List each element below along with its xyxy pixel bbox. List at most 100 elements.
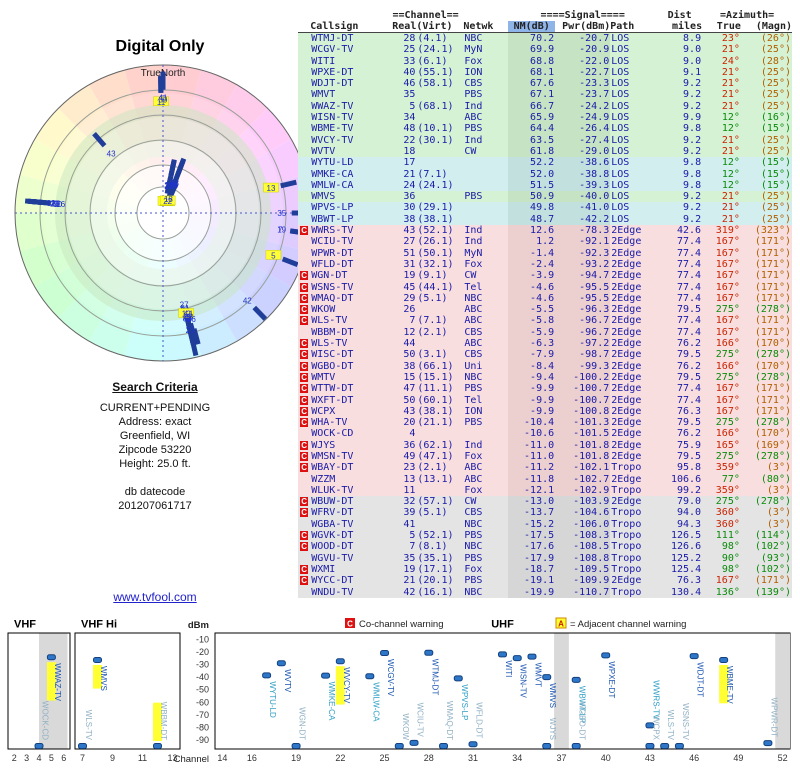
band-label-uhf: UHF xyxy=(491,619,514,631)
station-marker-wtmj-dt xyxy=(424,649,434,656)
magnetic-azimuth-cell: (139°) xyxy=(754,586,791,598)
path-cell: 2Edge xyxy=(611,428,642,440)
virtual-channel-cell: (57.1) xyxy=(417,496,454,508)
path-cell: LOS xyxy=(611,134,630,146)
radar-fade-ring xyxy=(137,187,189,239)
station-marker-wmlw-ca xyxy=(365,673,375,680)
path-cell: Tropo xyxy=(611,586,642,598)
table-row-wvcy-tv: WVCY-TV 22 (30.1) Ind 63.5 -27.4 LOS 9.2 21° (25°… xyxy=(298,134,792,146)
criteria-zipcode: Zipcode 53220 xyxy=(118,444,192,456)
co-channel-warning-badge: C xyxy=(300,451,308,461)
distance-cell: 9.8 xyxy=(683,179,702,191)
station-marker-wfld-dt xyxy=(468,741,478,748)
table-row-wycc-dt: C WYCC-DT 21 (20.1) PBS -19.1 -109.9 2Edge 76.3 1… xyxy=(298,575,792,587)
virtual-channel-cell: (11.1) xyxy=(417,383,454,395)
network-cell: ABC xyxy=(464,304,483,316)
header-channel-group: ==Channel== xyxy=(392,10,459,21)
real-channel-cell: 45 xyxy=(403,281,416,293)
warning-cell: C xyxy=(298,282,310,293)
channel-table: ==Channel== ====Signal==== Dist =Azimuth… xyxy=(298,10,792,598)
true-azimuth-cell: 167° xyxy=(715,326,740,338)
distance-cell: 79.5 xyxy=(677,304,702,316)
distance-cell: 77.4 xyxy=(677,281,702,293)
true-azimuth-cell: 136° xyxy=(715,586,740,598)
radar-station-label-wttw-dt: 47 xyxy=(183,315,192,324)
radar-station-label-wxft-dt: 50 xyxy=(183,315,192,324)
magnetic-azimuth-cell: (170°) xyxy=(754,428,791,440)
callsign-cell: WWRS-TV xyxy=(311,225,354,237)
real-channel-cell: 36 xyxy=(403,191,416,203)
station-label-wgn-dt: WGN-DT xyxy=(298,707,307,740)
table-row-wciu-tv: WCIU-TV 27 (26.1) Ind 1.2 -92.1 2Edge 77.4 167° (… xyxy=(298,236,792,248)
adjacent-channel-legend-letter: A xyxy=(558,620,564,629)
magnetic-azimuth-cell: (169°) xyxy=(754,439,791,451)
x-tick-label: 3 xyxy=(24,753,29,763)
header-virt: (Virt) xyxy=(416,21,464,33)
magnetic-azimuth-cell: (26°) xyxy=(760,33,791,44)
power-cell: -23.3 xyxy=(555,78,611,90)
station-label-wmaq-dt: WMAQ-DT xyxy=(445,701,454,740)
network-cell: Fox xyxy=(464,258,483,270)
path-cell: LOS xyxy=(611,78,630,90)
virtual-channel-cell: (2.1) xyxy=(417,326,448,338)
virtual-channel-cell: (2.1) xyxy=(417,462,448,474)
nm-cell: 69.9 xyxy=(508,44,556,56)
distance-cell: 9.8 xyxy=(683,157,702,169)
network-cell xyxy=(463,214,508,225)
station-marker-wmke-ca xyxy=(321,672,331,679)
nm-cell: 51.5 xyxy=(508,179,556,192)
real-channel-cell: 7 xyxy=(409,541,416,553)
real-channel-cell: 5 xyxy=(409,530,416,542)
network-cell: Fox xyxy=(464,563,483,575)
warning-cell: C xyxy=(298,349,310,360)
radar-station-bar-wzzm xyxy=(280,179,297,189)
real-channel-cell: 47 xyxy=(403,383,416,395)
warning-cell: C xyxy=(298,541,310,552)
magnetic-azimuth-cell: (171°) xyxy=(754,315,791,327)
nm-cell: -19.1 xyxy=(508,575,556,587)
power-cell: -97.2 xyxy=(555,338,611,350)
callsign-cell: WGN-DT xyxy=(311,270,348,282)
co-channel-warning-badge: C xyxy=(300,350,308,360)
true-azimuth-cell: 90° xyxy=(721,552,740,564)
warning-cell xyxy=(298,67,310,78)
true-azimuth-cell: 319° xyxy=(715,225,740,237)
search-criteria: Search Criteria CURRENT+PENDING Address:… xyxy=(40,380,270,513)
warning-cell: C xyxy=(298,451,310,462)
warning-cell xyxy=(298,327,310,338)
magnetic-azimuth-cell: (278°) xyxy=(754,450,791,462)
table-row-wbay-dt: C WBAY-DT 23 (2.1) ABC -11.2 -102.1 Tropo 95.8 35… xyxy=(298,462,792,474)
nm-cell: -17.5 xyxy=(508,530,556,542)
power-cell: -98.7 xyxy=(555,349,611,361)
path-cell: 2Edge xyxy=(611,450,642,462)
table-row-wfrv-dt: C WFRV-DT 39 (5.1) CBS -13.7 -104.6 Tropo 94.0 36… xyxy=(298,507,792,519)
path-cell: Tropo xyxy=(611,552,642,564)
radar-station-bar-wgba-tv xyxy=(160,71,166,88)
power-cell: -109.9 xyxy=(555,575,611,587)
real-channel-cell: 5 xyxy=(409,100,416,112)
x-tick-label: 5 xyxy=(49,753,54,763)
magnetic-azimuth-cell: (3°) xyxy=(766,484,791,496)
station-marker-wytu-ld xyxy=(262,672,272,679)
power-cell: -24.9 xyxy=(555,112,611,124)
power-cell: -22.0 xyxy=(555,55,611,67)
x-tick-label: 34 xyxy=(512,753,522,763)
distance-cell: 8.9 xyxy=(683,33,702,44)
warning-cell xyxy=(298,587,310,598)
co-channel-warning-badge: C xyxy=(300,293,308,303)
x-tick-label: 40 xyxy=(601,753,611,763)
tvfool-link[interactable]: www.tvfool.com xyxy=(113,590,197,604)
radar-label-highlight xyxy=(178,308,194,318)
magnetic-azimuth-cell: (3°) xyxy=(766,462,791,474)
true-azimuth-cell: 12° xyxy=(721,168,740,180)
path-cell: Tropo xyxy=(611,530,642,542)
warning-cell: C xyxy=(298,225,310,236)
radar-station-bar-wgvk-dt xyxy=(281,256,299,268)
warning-cell xyxy=(298,146,310,157)
table-row-wbuw-dt: C WBUW-DT 32 (57.1) CW -13.0 -103.9 2Edge 79.0 27… xyxy=(298,496,792,508)
path-cell: 2Edge xyxy=(611,360,642,372)
station-label-wls-tv: WLS-TV xyxy=(666,710,675,741)
real-channel-cell: 4 xyxy=(409,428,416,440)
magnetic-azimuth-cell: (15°) xyxy=(760,157,791,169)
network-cell: CBS xyxy=(464,349,483,361)
